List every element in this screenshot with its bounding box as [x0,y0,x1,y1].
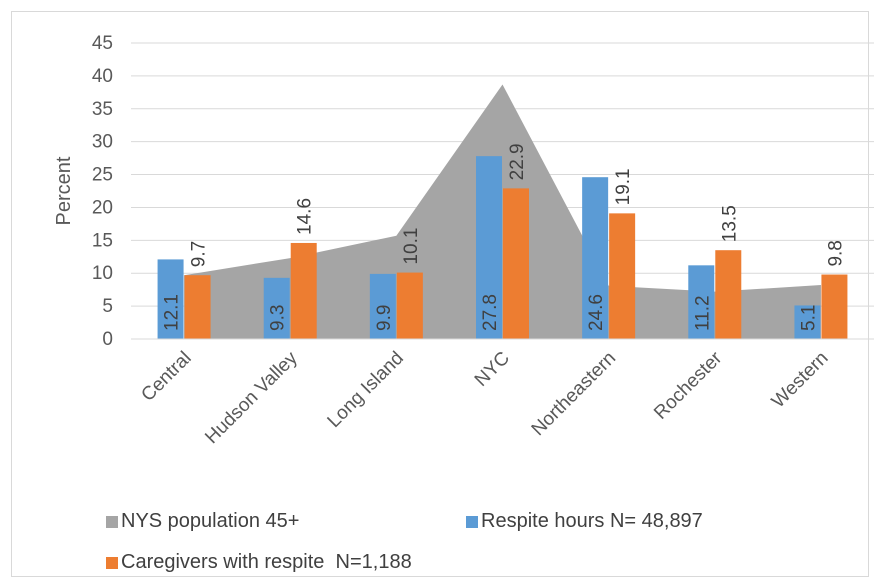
y-axis-label: Percent [53,156,75,225]
y-tick-label: 10 [92,263,113,284]
y-tick-label: 20 [92,197,113,218]
caregivers-bar [396,272,423,339]
y-tick-label: 45 [92,33,113,54]
respite-hours-data-label: 24.6 [586,294,607,331]
population-area [184,84,821,339]
caregivers-bar [715,250,742,339]
x-tick-label: Rochester [650,347,727,424]
caregivers-data-label: 19.1 [613,168,634,205]
caregivers-data-label: 10.1 [401,228,422,265]
caregivers-data-label: 9.8 [825,240,846,266]
respite-hours-data-label: 11.2 [692,295,713,331]
x-tick-label: Long Island [324,348,408,432]
legend-swatch-population [106,515,118,528]
caregivers-data-label: 13.5 [719,205,740,242]
legend-item-population: NYS population 45+ [106,510,299,533]
x-tick-label: Central [137,348,195,406]
legend-swatch-caregivers [106,556,118,569]
caregivers-data-label: 9.7 [189,241,210,267]
x-tick-label: Northeastern [528,348,621,441]
x-tick-label: NYC [471,348,514,391]
respite-hours-bar [794,305,821,339]
respite-hours-data-label: 5.1 [798,305,819,331]
legend-label-caregivers: Caregivers with respite N=1,188 [121,551,412,573]
respite-hours-bar [582,177,609,339]
y-tick-label: 40 [92,66,113,87]
x-tick-label: Hudson Valley [201,347,302,448]
respite-hours-data-label: 27.8 [480,294,501,331]
legend-item-caregivers: Caregivers with respite N=1,188 [106,551,412,574]
caregivers-bar [821,274,848,339]
respite-hours-bar [369,273,396,339]
legend-swatch-respite-hours [466,515,478,528]
y-tick-label: 15 [92,230,113,251]
y-tick-label: 35 [92,99,113,120]
legend-label-population: NYS population 45+ [121,510,300,532]
respite-hours-data-label: 12.1 [162,294,183,331]
respite-hours-bar [263,277,290,339]
y-tick-label: 25 [92,165,113,186]
respite-hours-bar [476,156,502,339]
respite-hours-bar [157,259,184,339]
legend-label-respite-hours: Respite hours N= 48,897 [481,510,703,532]
y-tick-label: 30 [92,132,113,153]
respite-hours-bar [688,265,715,339]
y-tick-label: 5 [102,296,113,317]
x-tick-label: Western [768,348,833,413]
caregivers-bar [609,213,636,339]
caregivers-data-label: 22.9 [507,143,528,180]
respite-hours-data-label: 9.3 [268,305,289,331]
legend-item-respite-hours: Respite hours N= 48,897 [466,510,703,533]
caregivers-bar [184,275,211,339]
respite-hours-data-label: 9.9 [374,305,395,331]
caregivers-bar [503,188,529,339]
caregivers-data-label: 14.6 [295,198,316,235]
y-tick-label: 0 [102,329,113,350]
caregivers-bar [290,242,317,339]
